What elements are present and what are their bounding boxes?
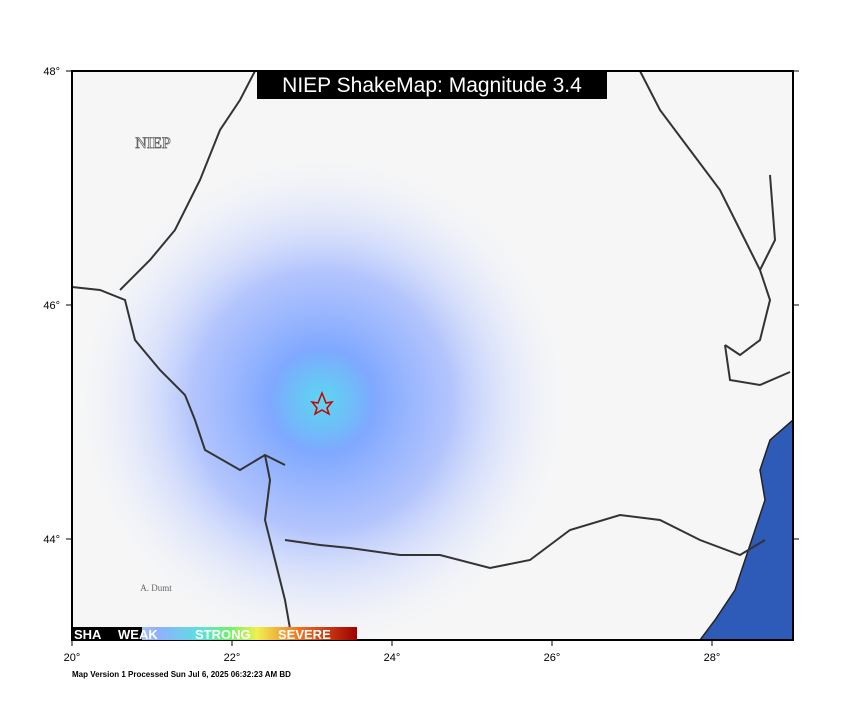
map-area	[72, 71, 793, 640]
epicenter	[310, 390, 334, 416]
footer: Map Version 1 Processed Sun Jul 6, 2025 …	[72, 670, 291, 679]
legend: SHA WEAK STRONG SEVERE	[74, 627, 331, 642]
credit-label: A. Dumt	[140, 583, 172, 593]
y-tick-label: 46°	[43, 300, 60, 312]
legend-bar	[72, 627, 357, 640]
intensity	[72, 141, 612, 640]
sea	[699, 419, 793, 640]
y-tick-label: 48°	[43, 66, 60, 78]
legend-label: SHA	[74, 627, 102, 642]
x-tick-label: 20°	[64, 652, 81, 664]
legend-bg	[72, 627, 142, 640]
x-tick-label: 26°	[544, 652, 561, 664]
borders	[72, 71, 791, 640]
map-title: NIEP ShakeMap: Magnitude 3.4	[282, 74, 582, 97]
y-tick-label: 44°	[43, 534, 60, 546]
x-tick-label: 22°	[224, 652, 241, 664]
legend-label: STRONG	[195, 627, 251, 642]
agency-label: NIEP	[135, 135, 171, 152]
axes: 20° 22° 24° 26° 28° 48° 46° 44°	[43, 66, 799, 664]
title-box	[257, 71, 607, 99]
x-tick-label: 24°	[384, 652, 401, 664]
legend-label: WEAK	[118, 627, 158, 642]
legend-label: SEVERE	[278, 627, 331, 642]
x-tick-label: 28°	[704, 652, 721, 664]
